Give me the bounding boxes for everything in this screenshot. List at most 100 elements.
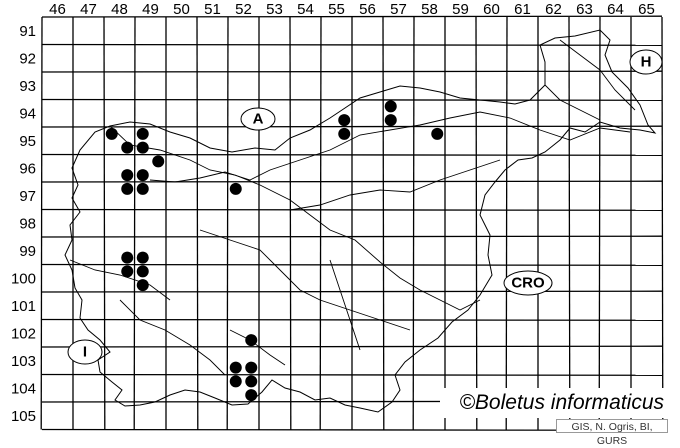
row-labels: 91 92 93 94 95 96 97 98 99 100 101 102 103 104 105 xyxy=(11,23,36,425)
record-marker xyxy=(245,375,258,388)
grid-line xyxy=(226,16,229,430)
record-marker xyxy=(136,182,149,195)
column-label: 62 xyxy=(545,1,562,18)
country-label-italy-ellipse xyxy=(67,339,103,365)
record-marker xyxy=(105,127,118,140)
record-marker xyxy=(245,389,258,402)
map-grid xyxy=(40,15,664,431)
column-label: 49 xyxy=(142,1,159,18)
column-label: 47 xyxy=(80,1,97,18)
row-label: 95 xyxy=(19,133,36,150)
record-markers xyxy=(105,100,444,402)
distribution-map: 46 47 48 49 50 51 52 53 54 55 56 57 58 59 60 61 62 63 64 65… xyxy=(11,1,664,431)
column-label: 61 xyxy=(514,1,531,18)
grid-line xyxy=(41,43,663,46)
grid-line xyxy=(41,208,663,211)
row-label: 105 xyxy=(11,408,36,425)
record-marker xyxy=(136,251,149,264)
column-label: 51 xyxy=(204,1,221,18)
row-label: 93 xyxy=(19,78,36,95)
record-marker xyxy=(121,169,134,182)
grid-line xyxy=(41,70,663,73)
row-label: 92 xyxy=(19,50,36,67)
column-label: 48 xyxy=(111,1,128,18)
grid-line xyxy=(41,180,663,183)
row-label: 103 xyxy=(11,353,36,370)
row-label: 99 xyxy=(19,243,36,260)
rivers xyxy=(69,39,636,376)
row-label: 100 xyxy=(11,270,36,287)
grid-line xyxy=(598,16,601,430)
record-marker xyxy=(229,182,242,195)
column-label: 58 xyxy=(421,1,438,18)
country-label-croatia-ellipse xyxy=(503,270,553,296)
record-marker xyxy=(245,361,258,374)
record-marker xyxy=(136,127,149,140)
record-marker xyxy=(384,100,397,113)
record-marker xyxy=(431,127,444,140)
record-marker xyxy=(121,141,134,154)
row-label: 96 xyxy=(19,160,36,177)
column-label: 56 xyxy=(359,1,376,18)
grid-line xyxy=(289,16,292,430)
grid-line xyxy=(382,16,385,430)
grid-line xyxy=(412,16,415,430)
country-label-croatia: CRO xyxy=(511,275,545,292)
grid-line xyxy=(41,235,663,238)
grid-line xyxy=(41,345,663,348)
copyright-text: ©Boletus informaticus xyxy=(440,388,668,418)
record-marker xyxy=(136,169,149,182)
record-marker xyxy=(121,265,134,278)
column-label: 46 xyxy=(49,1,66,18)
grid-line xyxy=(103,16,106,430)
row-label: 94 xyxy=(19,105,36,122)
record-marker xyxy=(121,182,134,195)
record-marker xyxy=(136,141,149,154)
grid-line xyxy=(41,263,663,266)
column-label: 52 xyxy=(235,1,252,18)
record-marker xyxy=(229,375,242,388)
column-label: 57 xyxy=(390,1,407,18)
column-label: 53 xyxy=(266,1,283,18)
country-label-hungary: H xyxy=(641,54,652,71)
record-marker xyxy=(338,127,351,140)
grid-line xyxy=(41,15,663,18)
grid-line xyxy=(568,16,571,430)
grid-line xyxy=(41,125,663,128)
row-label: 104 xyxy=(11,380,36,397)
record-marker xyxy=(136,265,149,278)
record-marker xyxy=(245,334,258,347)
grid-line xyxy=(133,16,136,430)
column-label: 59 xyxy=(452,1,469,18)
column-label: 65 xyxy=(638,1,655,18)
grid-line xyxy=(40,16,43,430)
record-marker xyxy=(384,114,397,127)
row-label: 97 xyxy=(19,188,36,205)
country-labels: A H CRO I xyxy=(67,49,663,365)
grid-line xyxy=(41,318,663,321)
record-marker xyxy=(121,251,134,264)
record-marker xyxy=(229,361,242,374)
grid-line xyxy=(196,16,199,430)
grid-line xyxy=(41,373,663,376)
country-label-hungary-ellipse xyxy=(629,49,663,75)
grid-line xyxy=(41,98,663,101)
column-labels: 46 47 48 49 50 51 52 53 54 55 56 57 58 59 60 61 62 63 64 65 xyxy=(49,1,655,18)
row-label: 101 xyxy=(11,298,36,315)
row-label: 102 xyxy=(11,325,36,342)
grid-line xyxy=(475,16,478,430)
record-marker xyxy=(136,279,149,292)
credit-text: GIS, N. Ogris, BI, GURS xyxy=(556,419,668,447)
column-label: 55 xyxy=(328,1,345,18)
grid-line xyxy=(41,290,663,293)
country-label-austria: A xyxy=(253,111,264,128)
record-marker xyxy=(152,155,165,168)
country-border xyxy=(64,29,657,413)
column-label: 60 xyxy=(483,1,500,18)
row-label: 98 xyxy=(19,215,36,232)
grid-line xyxy=(41,153,663,156)
grid-line xyxy=(661,16,664,430)
country-label-austria-ellipse xyxy=(240,107,276,131)
column-label: 54 xyxy=(297,1,314,18)
country-label-italy: I xyxy=(83,344,87,361)
